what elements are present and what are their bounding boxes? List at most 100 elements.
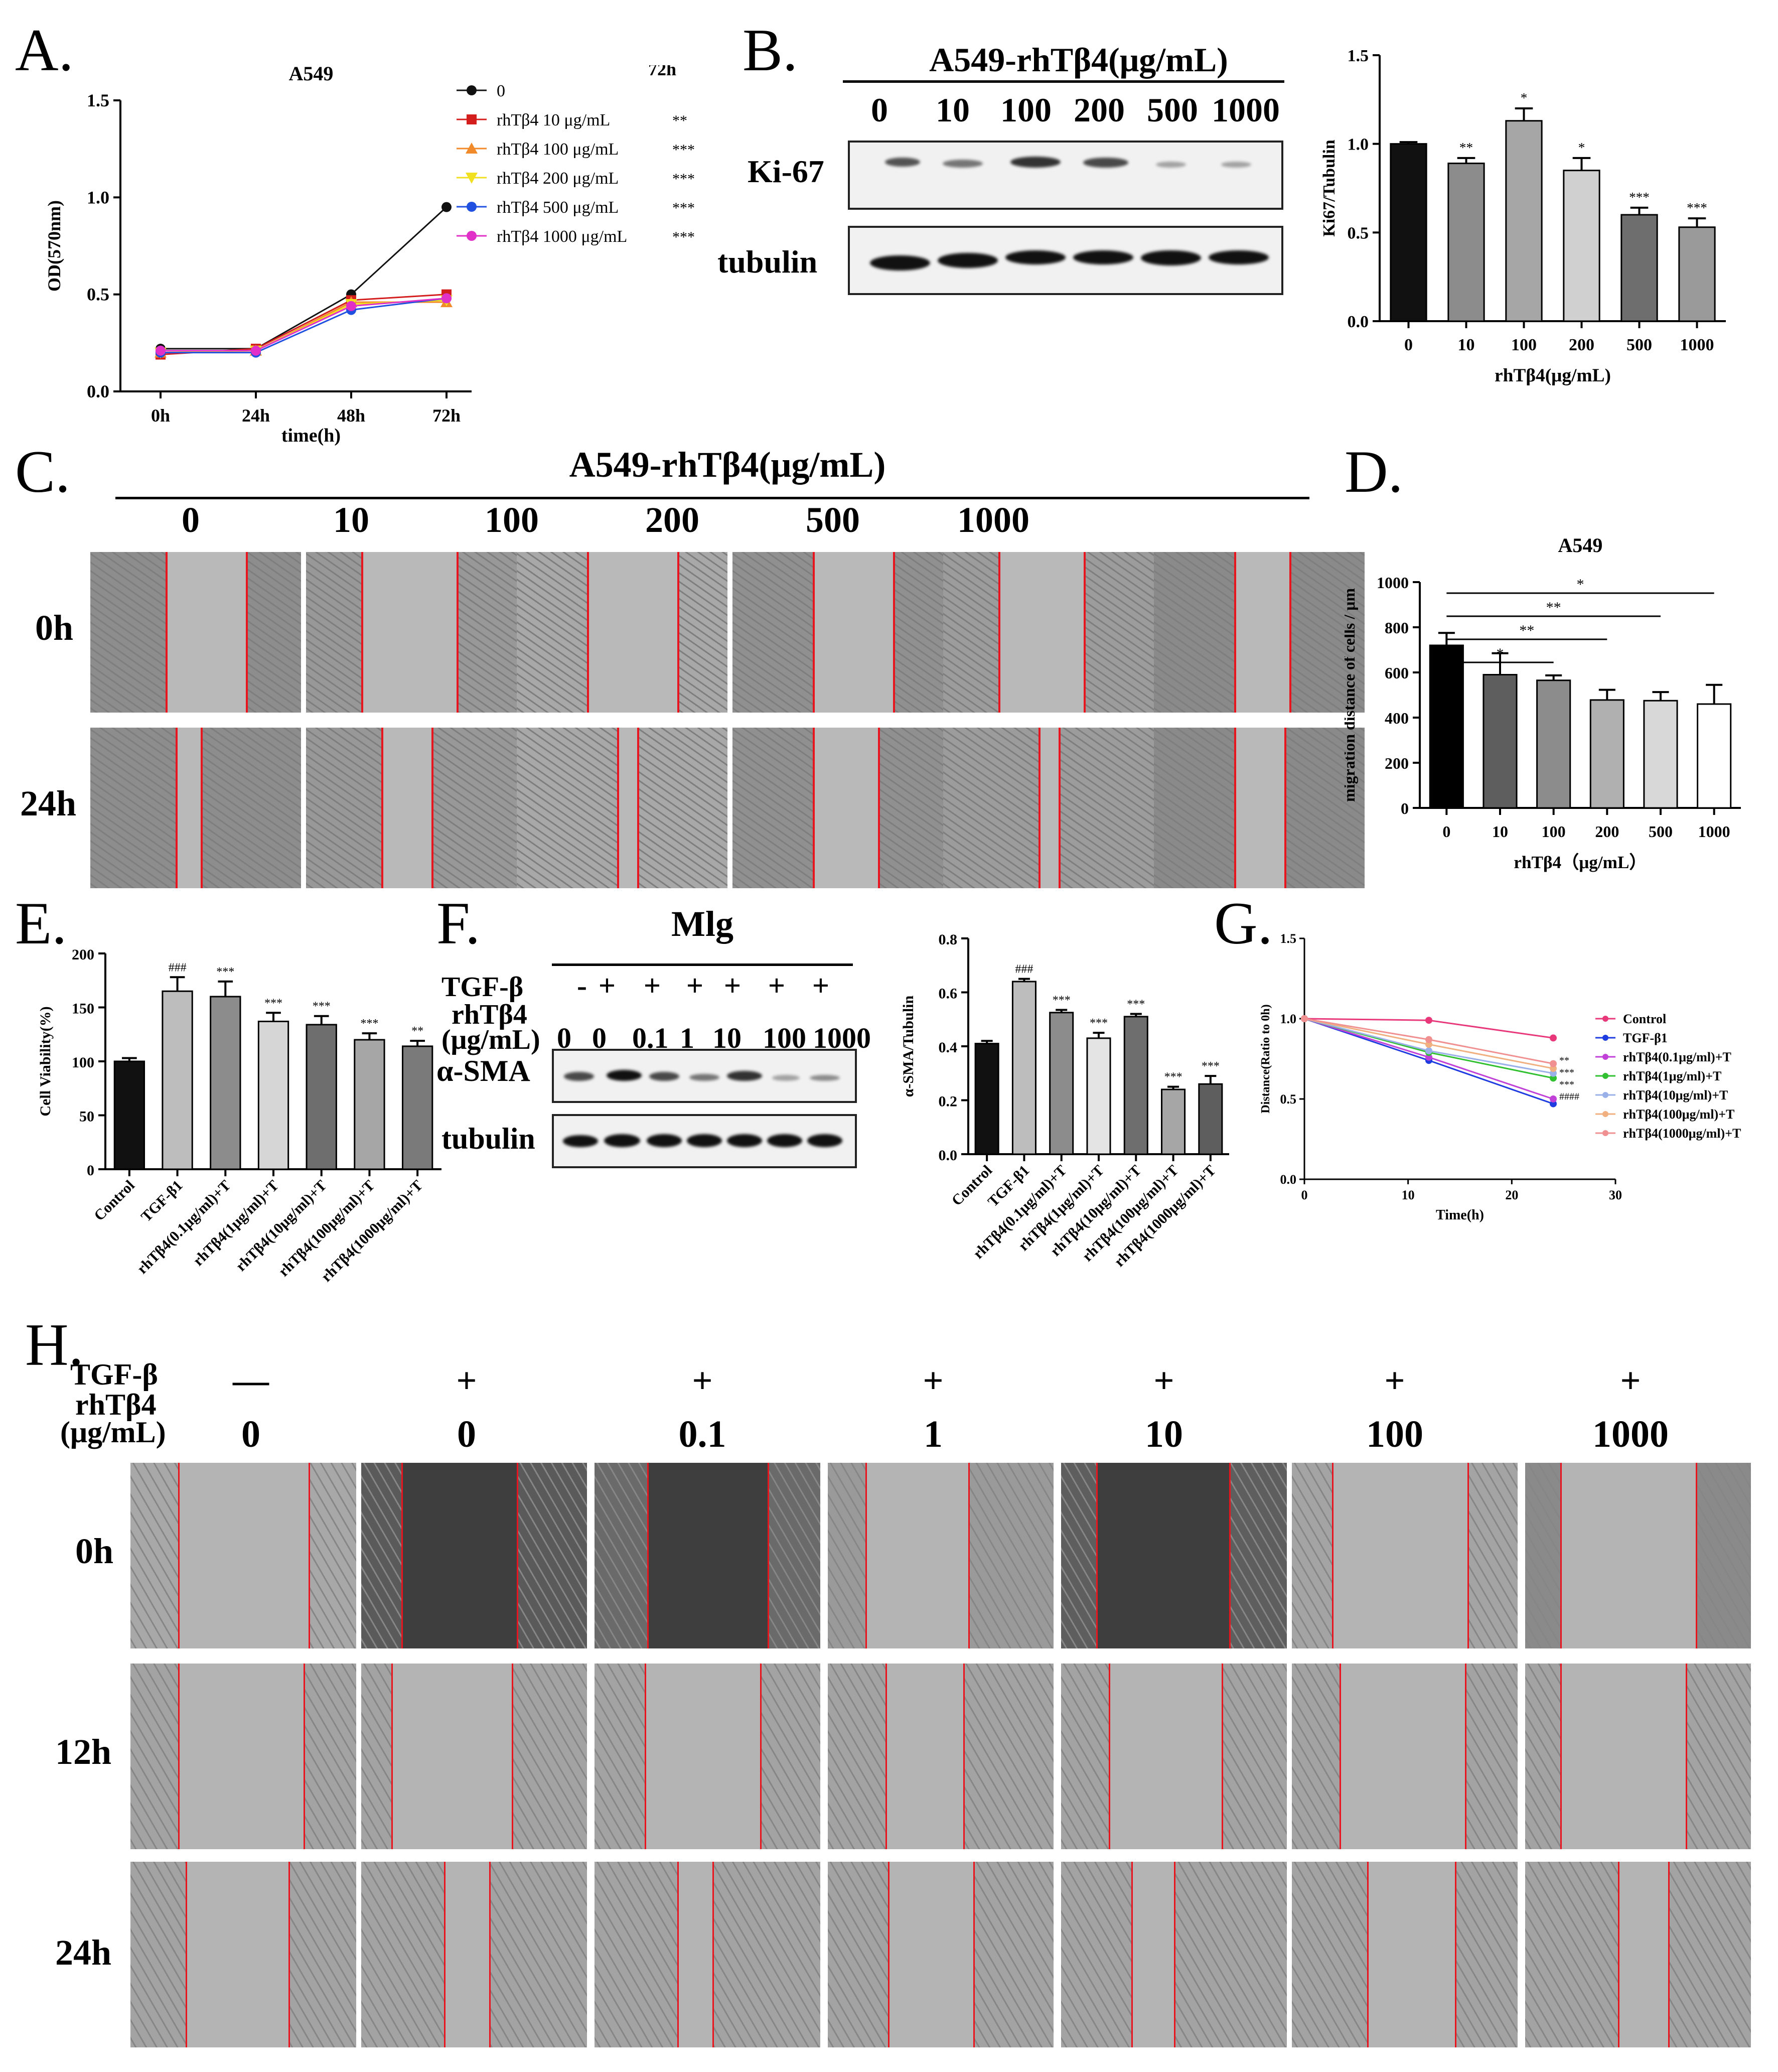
dose-label: 1: [924, 1413, 943, 1455]
panel-a-line-chart: 0.0 0.5 1.0 1.5 0h 24h 48h 72h time(h) OD(570nm) A…: [44, 62, 472, 446]
x-tick-label: 0: [1301, 1188, 1308, 1202]
x-tick-label: 0: [1404, 336, 1413, 354]
bar: [1620, 214, 1658, 322]
corner-label-72h: 72h: [648, 65, 676, 79]
x-tick-label: 72h: [432, 405, 461, 426]
panel-h-rh-label: rhTβ4: [75, 1388, 157, 1421]
wound-edge-line: [1039, 728, 1041, 888]
wound-edge-line: [1109, 1664, 1110, 1849]
wound-gap: [888, 1862, 973, 2047]
wound-edge-line: [968, 1463, 970, 1648]
y-tick-label: 600: [1385, 664, 1409, 682]
y-tick-label: 1.0: [1348, 135, 1369, 154]
dose-label: 0: [241, 1413, 260, 1455]
legend-significance: ***: [672, 200, 695, 216]
data-point: [1425, 1047, 1432, 1054]
legend-label: 0: [497, 82, 505, 100]
tgf-sign: +: [812, 969, 830, 1002]
tgf-sign: +: [723, 969, 742, 1002]
panel-b-tubulin-blot: [848, 226, 1283, 295]
significance-label: **: [1459, 140, 1473, 155]
wound-edge-line: [444, 1862, 446, 2047]
y-axis-title: Distance(Ratio to 0h): [1259, 1004, 1272, 1113]
wound-edge-line: [865, 1463, 867, 1648]
legend-label: rhTβ4 10 μg/mL: [497, 111, 610, 129]
y-tick-label: 150: [72, 1001, 94, 1017]
significance-label: ***: [1687, 200, 1707, 215]
wound-edge-line: [888, 1862, 890, 2047]
wound-micrograph: [90, 552, 301, 713]
bar: [974, 1043, 999, 1155]
wound-edge-line: [637, 728, 639, 888]
bar: [210, 996, 241, 1170]
significance-label: ***: [1090, 1017, 1108, 1030]
chart-title: A549: [1558, 534, 1603, 557]
wound-edge-line: [1686, 1664, 1687, 1849]
x-tick-label: 500: [1626, 336, 1652, 354]
dose-label: 0.1: [678, 1413, 726, 1455]
panel-c-row-label-0h: 0h: [35, 608, 74, 648]
panel-b-row-label-ki67: Ki-67: [748, 154, 824, 189]
legend-marker: [1602, 1073, 1608, 1079]
significance-label: *: [1521, 90, 1528, 105]
column-label: 200: [645, 500, 699, 540]
data-point: [251, 345, 261, 356]
wound-edge-line: [246, 552, 248, 713]
data-point: [346, 301, 356, 311]
data-point: [1425, 1017, 1432, 1024]
wound-edge-line: [768, 1463, 769, 1648]
legend-significance: ***: [672, 229, 695, 245]
wound-micrograph: [1292, 1862, 1518, 2047]
significance-label: *: [1577, 576, 1584, 593]
wound-micrograph: [1292, 1664, 1518, 1849]
bar: [1086, 1037, 1111, 1155]
wound-micrograph: [1061, 1664, 1287, 1849]
legend-marker: [466, 143, 478, 154]
y-tick-label: 0.5: [1280, 1092, 1297, 1107]
significance-label: ***: [1559, 1079, 1574, 1090]
wound-edge-line: [1455, 1862, 1456, 2047]
x-tick-label: Control: [91, 1177, 138, 1224]
bar: [401, 1045, 433, 1170]
legend-label: rhTβ4 1000 μg/mL: [497, 227, 627, 246]
x-axis-title: Time(h): [1436, 1207, 1484, 1223]
wound-micrograph: [1061, 1463, 1287, 1648]
significance-label: ***: [1559, 1067, 1574, 1078]
wound-edge-line: [1234, 728, 1236, 888]
wound-micrograph: [1061, 1862, 1287, 2047]
x-axis-title: time(h): [281, 425, 341, 446]
bar: [1198, 1083, 1223, 1155]
panel-f-asma-blot: [552, 1049, 857, 1103]
wound-edge-line: [1059, 728, 1061, 888]
tgf-sign: +: [1384, 1360, 1405, 1401]
data-point: [1550, 1060, 1557, 1067]
y-tick-label: 1.5: [1348, 47, 1369, 65]
panel-g-letter: G.: [1214, 890, 1273, 956]
x-tick-label: rhTβ4(10μg/ml)+T: [233, 1177, 330, 1275]
data-point: [1425, 1041, 1432, 1048]
significance-label: *: [1578, 140, 1585, 155]
wound-edge-line: [512, 1664, 513, 1849]
y-tick-label: 1000: [1377, 574, 1409, 592]
y-tick-label: 200: [1385, 754, 1409, 772]
wound-micrograph: [1525, 1862, 1751, 2047]
wound-gap: [381, 728, 431, 888]
x-tick-label: 200: [1569, 336, 1594, 354]
legend-significance: ***: [672, 171, 695, 187]
wound-edge-line: [963, 1664, 965, 1849]
tgf-sign: +: [686, 969, 704, 1002]
tgf-sign: +: [692, 1360, 713, 1401]
panel-f-unit-label: (μg/mL): [441, 1024, 540, 1055]
wound-gap: [587, 552, 677, 713]
significance-label: ***: [1164, 1071, 1182, 1084]
series-line: [161, 297, 447, 354]
wound-edge-line: [647, 1463, 649, 1648]
series-line: [161, 206, 448, 350]
panel-b-title-rule: [843, 80, 1284, 83]
panel-f-blot-title: Mlg: [671, 904, 733, 944]
wound-gap: [1131, 1862, 1174, 2047]
panel-g-line-chart: 0.0 0.5 1.0 1.5 0 10 20 30 Time(h) Distance(Ratio…: [1259, 931, 1741, 1223]
legend-marker: [466, 173, 478, 184]
significance-label: ####: [1559, 1091, 1579, 1102]
data-point: [1550, 1065, 1557, 1072]
